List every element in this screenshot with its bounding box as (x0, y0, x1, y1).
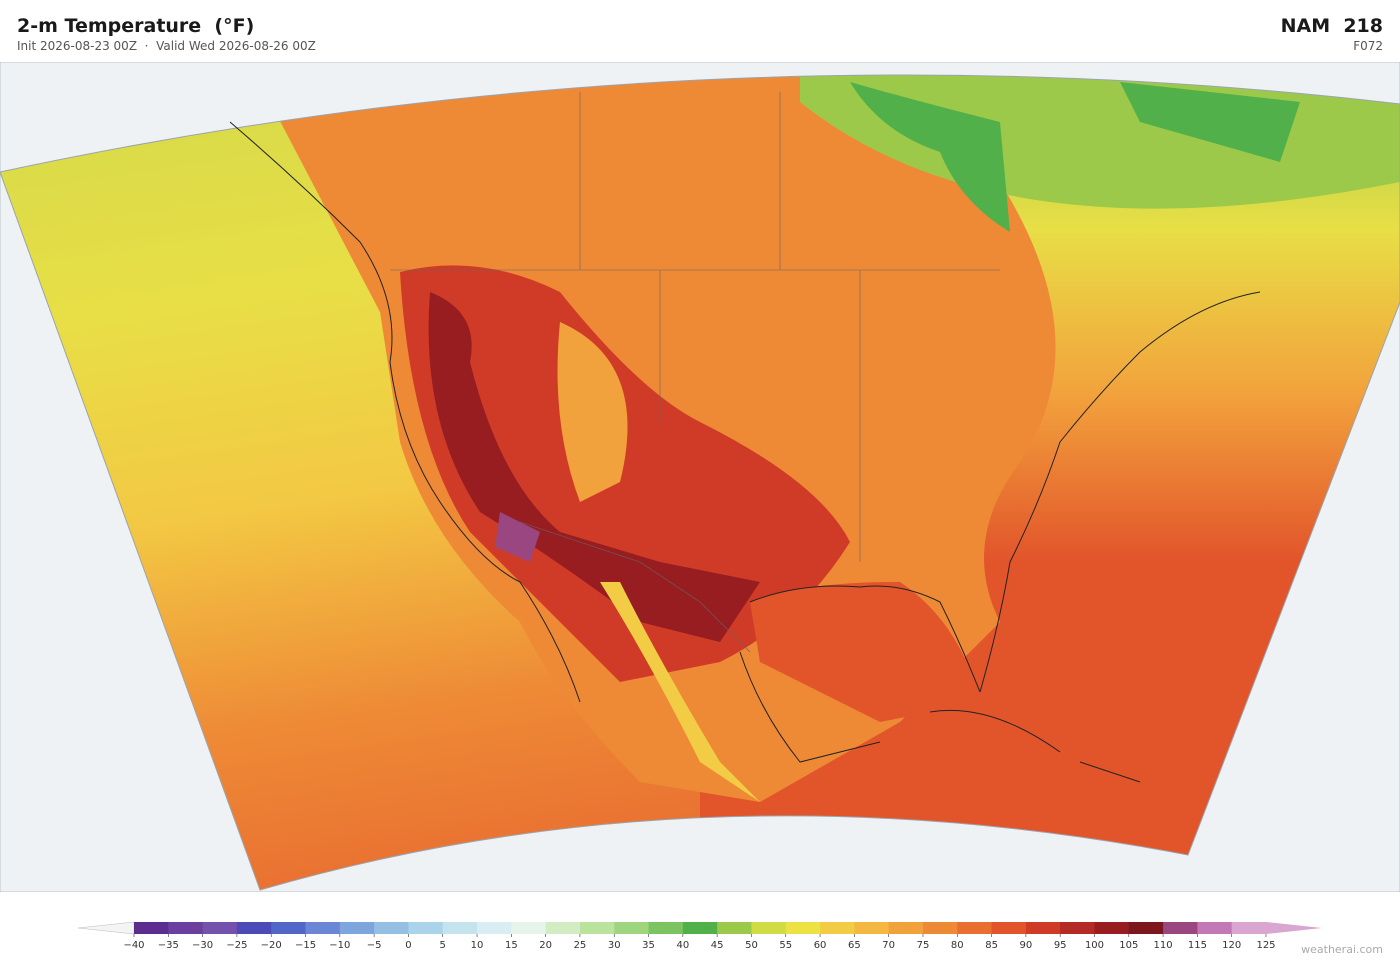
colorbar-segment (1231, 922, 1267, 934)
colorbar-segment (991, 922, 1027, 934)
colorbar-segment (134, 922, 169, 934)
colorbar-segment (374, 922, 409, 934)
colorbar-segment (1197, 922, 1233, 934)
colorbar-tick-label: 35 (642, 940, 655, 951)
colorbar-segment (1094, 922, 1130, 934)
colorbar-tick-label: −15 (295, 940, 316, 951)
colorbar-tick-label: 60 (814, 940, 827, 951)
colorbar-tick-label: 75 (917, 940, 930, 951)
colorbar-tick-label: 95 (1054, 940, 1067, 951)
colorbar-tick-label: 5 (440, 940, 446, 951)
colorbar-tick-label: −25 (226, 940, 247, 951)
colorbar-segment (511, 922, 547, 934)
colorbar-segment (1060, 922, 1095, 934)
credit: weatherai.com (1301, 943, 1383, 956)
colorbar-tick-label: 20 (539, 940, 552, 951)
colorbar-segment (751, 922, 787, 934)
colorbar-tick-label: 65 (848, 940, 861, 951)
colorbar-segment (682, 922, 718, 934)
colorbar-segment (271, 922, 307, 934)
colorbar-over (1266, 922, 1322, 934)
colorbar-segment (168, 922, 204, 934)
colorbar-segment (1128, 922, 1164, 934)
borders (390, 92, 1000, 653)
colorbar-segment (408, 922, 444, 934)
colorbar-tick-label: −10 (329, 940, 350, 951)
colorbar-segment (236, 922, 272, 934)
colorbar-tick-label: 25 (574, 940, 587, 951)
colorbar: −40 −35 −30 −25 −20 −15 −10 −5 0 5 10 15 20 25 30 35 40 4… (77, 921, 1322, 951)
colorbar-tick-label: −30 (192, 940, 213, 951)
colorbar-tick-label: 30 (608, 940, 621, 951)
colorbar-segment (717, 922, 752, 934)
colorbar-tick-label: 45 (711, 940, 724, 951)
colorbar-segment (785, 922, 821, 934)
colorbar-tick-label: 85 (985, 940, 998, 951)
coastlines (229, 121, 1261, 783)
colorbar-tick-label: −20 (261, 940, 282, 951)
colorbar-tick-label: −40 (123, 940, 144, 951)
colorbar-tick-label: 115 (1188, 940, 1207, 951)
colorbar-segment (442, 922, 478, 934)
colorbar-tick-label: 0 (405, 940, 411, 951)
colorbar-tick-label: 110 (1154, 940, 1173, 951)
colorbar-tick-label: 80 (951, 940, 964, 951)
colorbar-segment (579, 922, 615, 934)
map (0, 62, 1400, 892)
forecast-hour: F072 (1353, 39, 1383, 53)
colorbar-segment (545, 922, 581, 934)
colorbar-segment (202, 922, 238, 934)
colorbar-segment (305, 922, 341, 934)
colorbar-tick-label: 125 (1256, 940, 1275, 951)
colorbar-tick-label: 10 (471, 940, 484, 951)
model-name: NAM 218 (1280, 15, 1383, 37)
subtitle: Init 2026-08-23 00Z · Valid Wed 2026-08-… (17, 39, 316, 53)
colorbar-tick-label: 40 (676, 940, 689, 951)
colorbar-segment (1025, 922, 1061, 934)
colorbar-tick-label: 100 (1085, 940, 1104, 951)
colorbar-segment (477, 922, 512, 934)
colorbar-segment (1163, 922, 1198, 934)
colorbar-segment (820, 922, 855, 934)
colorbar-tick-label: −35 (158, 940, 179, 951)
colorbar-segment (888, 922, 924, 934)
colorbar-tick-label: 105 (1119, 940, 1138, 951)
colorbar-tick-label: −5 (367, 940, 382, 951)
colorbar-segment (957, 922, 993, 934)
colorbar-tick-label: 120 (1222, 940, 1241, 951)
colorbar-segment (339, 922, 375, 934)
colorbar-tick-label: 50 (745, 940, 758, 951)
colorbar-segment (854, 922, 890, 934)
temperature-field (0, 75, 1400, 891)
colorbar-segment (614, 922, 650, 934)
colorbar-tick-label: 55 (779, 940, 792, 951)
title: 2-m Temperature (°F) (17, 15, 255, 37)
colorbar-segment (922, 922, 958, 934)
colorbar-under (77, 921, 135, 935)
colorbar-tick-label: 15 (505, 940, 518, 951)
colorbar-segment (648, 922, 684, 934)
colorbar-tick-label: 70 (882, 940, 895, 951)
colorbar-tick-label: 90 (1020, 940, 1033, 951)
